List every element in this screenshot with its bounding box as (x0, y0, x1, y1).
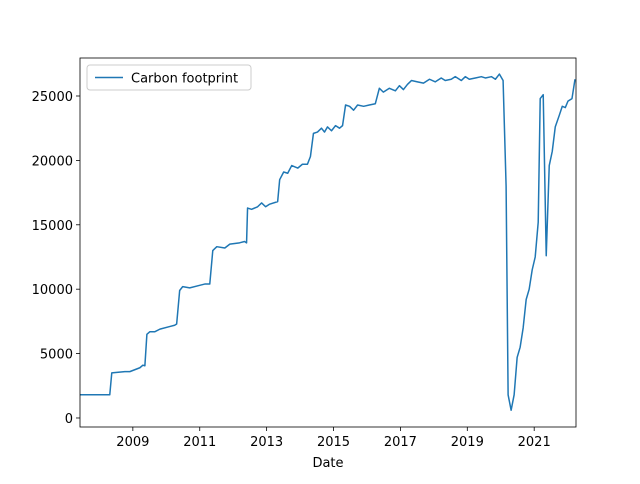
x-tick-label: 2009 (116, 435, 149, 450)
y-tick-label: 10000 (32, 283, 73, 298)
legend-box (86, 64, 252, 91)
data-line (80, 73, 576, 412)
y-tick-label: 5000 (40, 348, 73, 363)
x-tick-label: 2021 (518, 435, 551, 450)
x-axis-label: Date (312, 456, 343, 471)
x-tick-label: 2015 (317, 435, 350, 450)
plot-frame (79, 57, 577, 428)
x-tick-label: 2011 (183, 435, 216, 450)
x-tick-label: 2019 (451, 435, 484, 450)
y-tick-label: 15000 (32, 219, 73, 234)
x-tick-label: 2013 (250, 435, 283, 450)
y-tick-label: 20000 (32, 154, 73, 169)
legend-label: Carbon footprint (131, 72, 238, 87)
y-tick-label: 0 (65, 412, 73, 427)
y-tick-label: 25000 (32, 90, 73, 105)
x-tick-label: 2017 (384, 435, 417, 450)
